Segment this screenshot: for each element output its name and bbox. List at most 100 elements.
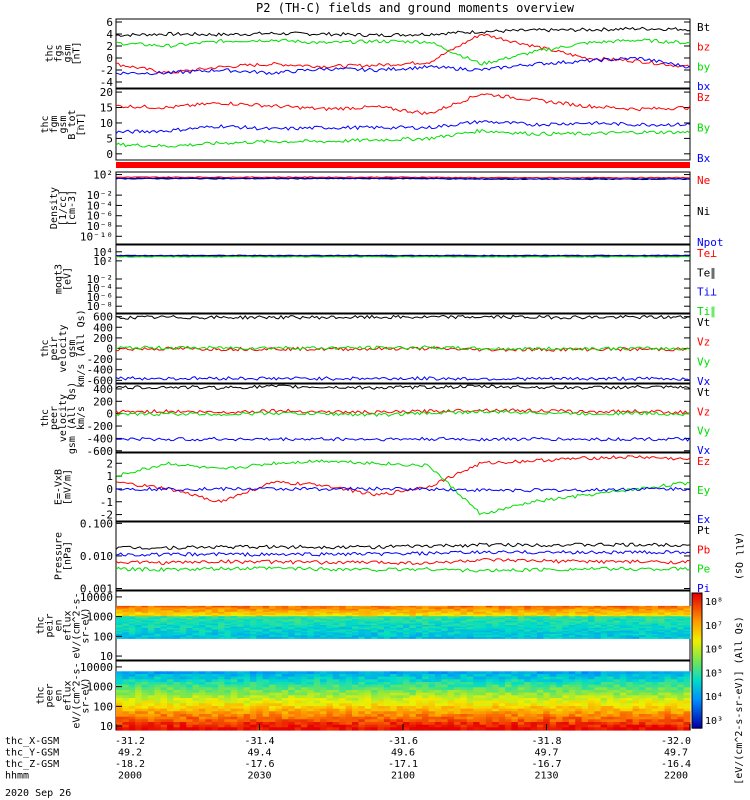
heatmap-cell (179, 727, 187, 731)
heatmap-cell (128, 727, 136, 731)
heatmap-cell (243, 614, 251, 617)
heatmap-cell (383, 727, 391, 731)
heatmap-cell (288, 690, 296, 694)
heatmap-cell (409, 635, 417, 638)
heatmap-cell (371, 706, 379, 710)
x-row-label: thc_Z-GSM (5, 759, 59, 770)
heatmap-cell (186, 687, 194, 691)
heatmap-cell (358, 719, 366, 723)
heatmap-cell (651, 727, 659, 731)
heatmap-cell (434, 724, 442, 728)
heatmap-cell (466, 719, 474, 723)
heatmap-cell (147, 724, 155, 728)
heatmap-cell (613, 613, 621, 616)
heatmap-cell (479, 622, 487, 625)
heatmap-cell (160, 629, 168, 632)
colorbar-cell (692, 698, 702, 702)
heatmap-cell (677, 614, 685, 617)
heatmap-cell (639, 706, 646, 710)
heatmap-cell (352, 628, 359, 631)
heatmap-cell (460, 695, 468, 699)
heatmap-cell (173, 692, 181, 696)
colorbar-cell (692, 669, 702, 673)
heatmap-cell (479, 607, 487, 610)
heatmap-cell (275, 682, 283, 686)
heatmap-cell (549, 633, 557, 636)
heatmap-cell (205, 674, 213, 678)
heatmap-cell (320, 716, 328, 720)
heatmap-cell (492, 633, 500, 636)
heatmap-cell (262, 708, 270, 712)
heatmap-cell (154, 635, 162, 638)
heatmap-cell (358, 613, 366, 616)
heatmap-cell (441, 626, 449, 629)
heatmap-cell (135, 610, 143, 613)
heatmap-cell (536, 614, 544, 617)
heatmap-cell (230, 716, 238, 720)
heatmap-cell (205, 626, 213, 629)
heatmap-cell (345, 630, 353, 633)
heatmap-cell (632, 692, 640, 696)
heatmap-cell (237, 605, 245, 608)
heatmap-cell (454, 674, 461, 678)
heatmap-cell (294, 671, 302, 675)
heatmap-cell (141, 722, 149, 726)
heatmap-cell (460, 719, 468, 723)
heatmap-cell (383, 706, 391, 710)
heatmap-cell (683, 727, 691, 731)
heatmap-cell (619, 608, 627, 611)
heatmap-cell (428, 633, 436, 636)
heatmap-cell (358, 682, 366, 686)
heatmap-cell (173, 625, 181, 628)
heatmap-cell (524, 625, 532, 628)
heatmap-cell (275, 616, 283, 619)
heatmap-cell (434, 687, 442, 691)
heatmap-cell (409, 608, 417, 611)
heatmap-cell (530, 607, 538, 610)
heatmap-cell (632, 626, 640, 629)
heatmap-cell (677, 698, 685, 702)
heatmap-cell (428, 614, 436, 617)
heatmap-cell (313, 608, 321, 611)
heatmap-cell (192, 716, 200, 720)
heatmap-cell (409, 628, 417, 631)
heatmap-cell (460, 687, 468, 691)
heatmap-cell (677, 671, 685, 675)
heatmap-cell (288, 695, 296, 699)
heatmap-cell (479, 703, 487, 707)
heatmap-cell (262, 682, 270, 686)
heatmap-cell (677, 630, 685, 633)
heatmap-cell (294, 635, 302, 638)
heatmap-cell (619, 617, 627, 620)
heatmap-cell (543, 708, 551, 712)
heatmap-cell (173, 614, 181, 617)
heatmap-cell (639, 676, 646, 680)
heatmap-cell (670, 626, 678, 629)
heatmap-cell (288, 620, 296, 623)
heatmap-cell (645, 605, 653, 608)
heatmap-cell (549, 671, 557, 675)
heatmap-cell (243, 703, 251, 707)
heatmap-cell (568, 625, 576, 628)
heatmap-cell (288, 633, 296, 636)
heatmap-cell (607, 629, 615, 632)
heatmap-cell (179, 682, 187, 686)
heatmap-cell (269, 616, 277, 619)
heatmap-cell (543, 629, 551, 632)
heatmap-cell (167, 633, 174, 636)
heatmap-cell (651, 611, 659, 614)
heatmap-cell (128, 719, 136, 723)
heatmap-cell (230, 708, 238, 712)
heatmap-cell (256, 629, 264, 632)
heatmap-cell (128, 684, 136, 688)
heatmap-cell (632, 687, 640, 691)
heatmap-cell (536, 698, 544, 702)
heatmap-cell (524, 617, 532, 620)
heatmap-cell (320, 682, 328, 686)
heatmap-cell (562, 687, 570, 691)
heatmap-cell (454, 695, 461, 699)
heatmap-cell (345, 611, 353, 614)
heatmap-cell (173, 629, 181, 632)
heatmap-cell (415, 616, 423, 619)
heatmap-cell (262, 698, 270, 702)
